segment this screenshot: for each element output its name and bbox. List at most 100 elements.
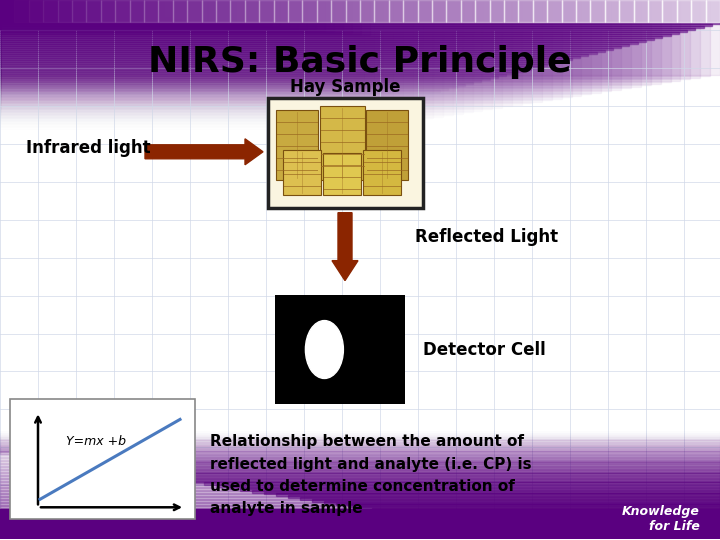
Bar xyxy=(504,0,518,22)
Bar xyxy=(0,0,572,97)
Bar xyxy=(0,0,443,117)
Bar xyxy=(0,449,720,453)
Bar xyxy=(60,461,720,463)
Bar xyxy=(43,0,58,22)
Bar xyxy=(432,517,720,520)
Bar xyxy=(0,72,514,74)
Bar xyxy=(0,447,720,449)
Bar xyxy=(403,0,418,22)
Bar xyxy=(0,0,661,84)
Bar xyxy=(0,502,720,505)
Bar xyxy=(0,0,46,8)
Bar xyxy=(0,476,720,480)
Bar xyxy=(0,0,127,15)
Bar xyxy=(10,400,195,519)
Bar xyxy=(276,110,318,180)
Bar xyxy=(576,0,590,22)
Bar xyxy=(0,0,503,108)
Bar xyxy=(0,0,55,9)
Bar xyxy=(86,0,101,22)
Bar xyxy=(366,110,408,180)
Bar xyxy=(533,0,547,22)
Bar xyxy=(216,484,720,487)
Bar xyxy=(0,0,413,122)
Bar xyxy=(0,0,334,32)
Bar xyxy=(0,0,37,7)
Bar xyxy=(490,0,504,22)
Bar xyxy=(0,454,720,457)
Bar xyxy=(0,0,700,78)
Bar xyxy=(0,451,720,454)
Bar xyxy=(0,466,720,469)
Bar xyxy=(0,449,720,453)
Bar xyxy=(14,0,29,22)
Bar xyxy=(0,500,720,503)
Bar xyxy=(444,519,720,522)
Bar xyxy=(0,56,580,58)
Bar xyxy=(0,448,720,451)
Bar xyxy=(590,0,605,22)
Bar xyxy=(0,0,403,123)
Bar xyxy=(323,153,361,195)
Bar xyxy=(0,0,118,14)
Bar xyxy=(0,491,720,494)
Bar xyxy=(0,74,506,76)
Text: Infrared light: Infrared light xyxy=(26,139,150,157)
Bar xyxy=(0,0,334,133)
Bar xyxy=(0,485,720,488)
Bar xyxy=(0,36,662,38)
Bar xyxy=(662,0,677,22)
Bar xyxy=(0,439,720,442)
Bar xyxy=(0,508,720,511)
Bar xyxy=(420,516,720,518)
Bar xyxy=(108,468,720,471)
Bar xyxy=(245,0,259,22)
Bar xyxy=(0,0,136,16)
Bar xyxy=(0,0,482,111)
Bar xyxy=(0,86,456,88)
Bar xyxy=(0,0,631,89)
Bar xyxy=(130,0,144,22)
Bar xyxy=(0,441,720,443)
Bar xyxy=(0,453,720,455)
Bar xyxy=(336,503,720,505)
Text: Reflected Light: Reflected Light xyxy=(415,228,558,246)
Bar xyxy=(0,0,591,94)
Bar xyxy=(0,82,473,84)
Bar xyxy=(504,528,720,531)
Bar xyxy=(0,0,344,132)
Bar xyxy=(0,52,597,54)
Bar xyxy=(0,429,720,432)
Bar xyxy=(0,0,354,130)
Bar xyxy=(0,437,720,440)
Bar xyxy=(0,0,601,93)
Bar xyxy=(0,0,352,33)
Text: Detector Cell: Detector Cell xyxy=(423,341,546,359)
Bar xyxy=(156,475,720,478)
Bar xyxy=(36,457,720,460)
Bar xyxy=(0,0,720,22)
Bar xyxy=(360,0,374,22)
Bar xyxy=(0,437,720,441)
Bar xyxy=(240,488,720,491)
Bar xyxy=(274,0,288,22)
Bar xyxy=(0,458,720,461)
FancyArrow shape xyxy=(145,139,263,165)
Bar xyxy=(384,510,720,513)
Bar xyxy=(0,0,522,105)
Bar xyxy=(0,80,482,82)
Bar xyxy=(475,0,490,22)
Bar xyxy=(48,458,720,462)
Bar xyxy=(0,30,687,32)
Bar xyxy=(0,433,720,436)
Bar xyxy=(0,44,629,46)
Bar xyxy=(0,467,720,470)
Bar xyxy=(0,0,582,96)
Bar xyxy=(0,431,720,434)
Bar xyxy=(0,34,670,36)
Bar xyxy=(0,470,720,474)
Bar xyxy=(0,0,361,34)
Bar xyxy=(0,64,547,66)
Bar xyxy=(0,68,531,70)
Bar xyxy=(0,58,572,60)
